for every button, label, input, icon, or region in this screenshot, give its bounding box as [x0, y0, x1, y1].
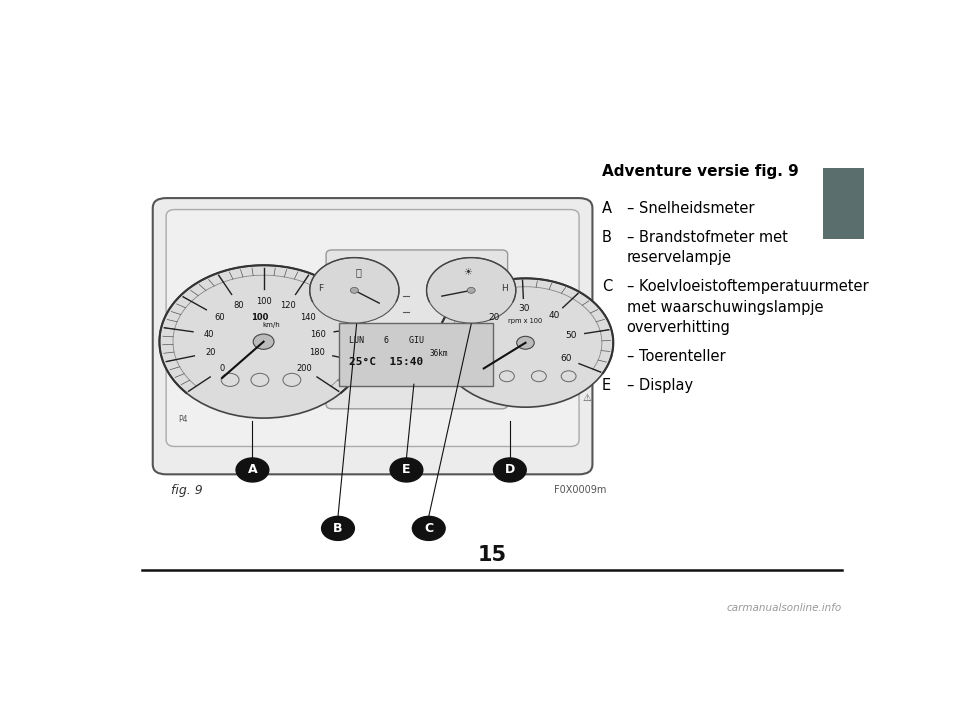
Text: rpm x 100: rpm x 100: [509, 318, 542, 324]
FancyBboxPatch shape: [823, 168, 864, 239]
Text: B: B: [602, 230, 612, 245]
Text: 25°C  15:40: 25°C 15:40: [349, 357, 423, 367]
Text: fig. 9: fig. 9: [171, 484, 203, 497]
Text: 120: 120: [280, 301, 296, 310]
Text: km/h: km/h: [262, 323, 280, 328]
Text: 180: 180: [309, 348, 324, 357]
Text: P4: P4: [178, 415, 187, 424]
Circle shape: [236, 458, 269, 482]
FancyBboxPatch shape: [326, 250, 508, 409]
Text: 200: 200: [297, 364, 313, 373]
Text: ⚠: ⚠: [583, 393, 591, 403]
Text: 160: 160: [310, 330, 325, 339]
Text: Adventure versie fig. 9: Adventure versie fig. 9: [602, 164, 799, 179]
Text: ☀: ☀: [463, 267, 471, 277]
Text: LUN    6    GIU: LUN 6 GIU: [349, 336, 424, 345]
Text: carmanualsonline.info: carmanualsonline.info: [727, 603, 842, 613]
Circle shape: [438, 279, 613, 407]
Text: ⛽: ⛽: [355, 267, 361, 277]
Text: A: A: [602, 201, 612, 216]
Text: 100: 100: [255, 296, 272, 306]
Circle shape: [322, 516, 354, 540]
Text: – Display: – Display: [627, 378, 693, 393]
Circle shape: [350, 287, 358, 294]
Text: met waarschuwingslampje: met waarschuwingslampje: [627, 300, 823, 315]
Text: – Koelvloeistoftemperatuurmeter: – Koelvloeistoftemperatuurmeter: [627, 279, 868, 294]
Circle shape: [390, 458, 422, 482]
Circle shape: [426, 257, 516, 323]
Text: E: E: [402, 464, 411, 476]
Text: 10: 10: [473, 333, 485, 342]
Text: – Brandstofmeter met: – Brandstofmeter met: [627, 230, 787, 245]
Circle shape: [253, 334, 274, 350]
FancyBboxPatch shape: [153, 198, 592, 474]
Text: D: D: [602, 349, 613, 364]
Text: 30: 30: [518, 304, 530, 313]
Text: reservelampje: reservelampje: [627, 250, 732, 265]
Text: 15: 15: [477, 545, 507, 566]
Text: 140: 140: [300, 313, 316, 322]
Text: 0: 0: [220, 364, 226, 373]
Text: B: B: [333, 522, 343, 535]
Circle shape: [159, 265, 368, 418]
Circle shape: [516, 336, 535, 350]
Text: 60: 60: [561, 354, 572, 363]
FancyBboxPatch shape: [166, 210, 579, 447]
Text: 0: 0: [483, 357, 489, 365]
Circle shape: [310, 257, 399, 323]
Circle shape: [493, 458, 526, 482]
Text: 40: 40: [548, 311, 560, 320]
Text: 20: 20: [205, 348, 216, 357]
Circle shape: [413, 516, 445, 540]
Text: H: H: [501, 284, 508, 294]
Text: F: F: [319, 284, 324, 294]
FancyBboxPatch shape: [339, 323, 493, 386]
Text: 40: 40: [204, 330, 215, 339]
Text: – Toerenteller: – Toerenteller: [627, 349, 726, 364]
Text: F0X0009m: F0X0009m: [554, 485, 606, 495]
Text: 20: 20: [489, 313, 500, 322]
Text: oververhitting: oververhitting: [627, 320, 731, 335]
Text: C: C: [602, 279, 612, 294]
Text: 50: 50: [565, 331, 577, 340]
Circle shape: [468, 287, 475, 294]
Text: 100: 100: [252, 313, 269, 322]
Text: D: D: [505, 464, 515, 476]
Text: 80: 80: [233, 301, 245, 310]
Text: 60: 60: [214, 313, 225, 322]
Text: – Snelheidsmeter: – Snelheidsmeter: [627, 201, 755, 216]
Text: A: A: [248, 464, 257, 476]
Text: E: E: [602, 378, 612, 393]
Text: 36km: 36km: [429, 349, 447, 358]
Text: C: C: [424, 522, 433, 535]
